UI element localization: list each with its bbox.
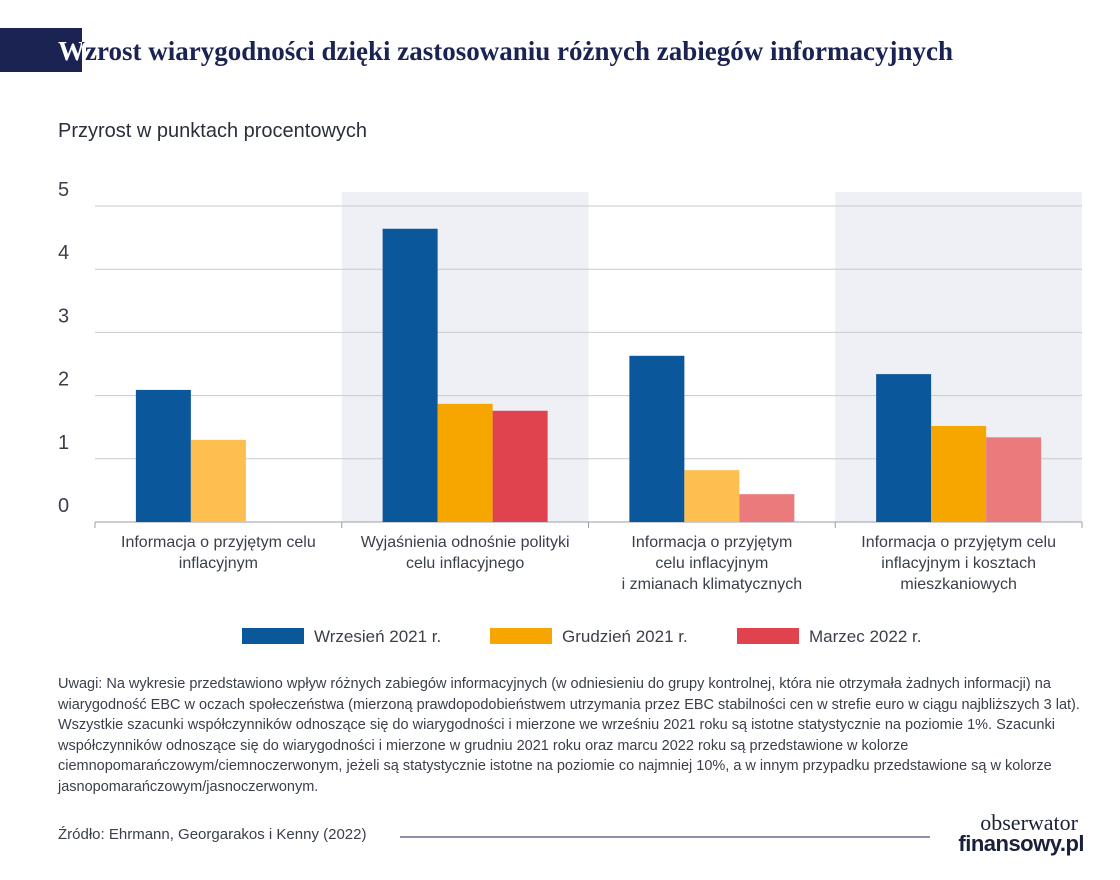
logo: finansowy.pl: [958, 831, 1084, 856]
x-tick-label: Wyjaśnienia odnośnie polityki celu infla…: [360, 534, 570, 572]
bar: [876, 374, 932, 522]
source: Źródło: Ehrmann, Georgarakos i Kenny (20…: [58, 826, 367, 843]
legend-label: Grudzień 2021 r.: [562, 627, 688, 646]
chart-title-highlight: Wzrost wiarygodności dzięki zastosowaniu…: [58, 36, 953, 66]
logo: obserwator: [980, 810, 1078, 835]
notes: Uwagi: Na wykresie przedstawiono wpływ r…: [58, 676, 1080, 795]
x-tick-label: Informacja o przyjętym celu inflacyjnym …: [621, 534, 803, 593]
title-block: [0, 28, 82, 72]
chart-subtitle: Przyrost w punktach procentowych: [58, 120, 367, 142]
x-tick-label: Informacja o przyjętym celu inflacyjnym: [121, 534, 316, 572]
legend-swatch: [242, 628, 304, 644]
bar: [492, 410, 548, 522]
legend-label: Wrzesień 2021 r.: [314, 627, 441, 646]
x-tick-label: Informacja o przyjętym celu inflacyjnym …: [861, 534, 1056, 593]
bar: [629, 355, 685, 522]
y-tick-label: 1: [58, 432, 69, 454]
bar: [931, 425, 987, 522]
bar: [135, 389, 191, 522]
bar: [382, 228, 438, 522]
y-tick-label: 5: [58, 179, 69, 201]
y-tick-label: 2: [58, 369, 69, 391]
bar: [437, 403, 493, 522]
legend-label: Marzec 2022 r.: [809, 627, 921, 646]
bar: [739, 494, 795, 522]
chart-title: Wzrost wiarygodności dzięki zastosowaniu…: [58, 36, 953, 66]
legend-swatch: [737, 628, 799, 644]
bar: [190, 439, 246, 522]
legend-swatch: [490, 628, 552, 644]
y-tick-label: 4: [58, 242, 69, 264]
bar: [986, 437, 1042, 522]
bar: [684, 470, 740, 522]
y-tick-label: 3: [58, 305, 69, 327]
y-tick-label: 0: [58, 495, 69, 517]
